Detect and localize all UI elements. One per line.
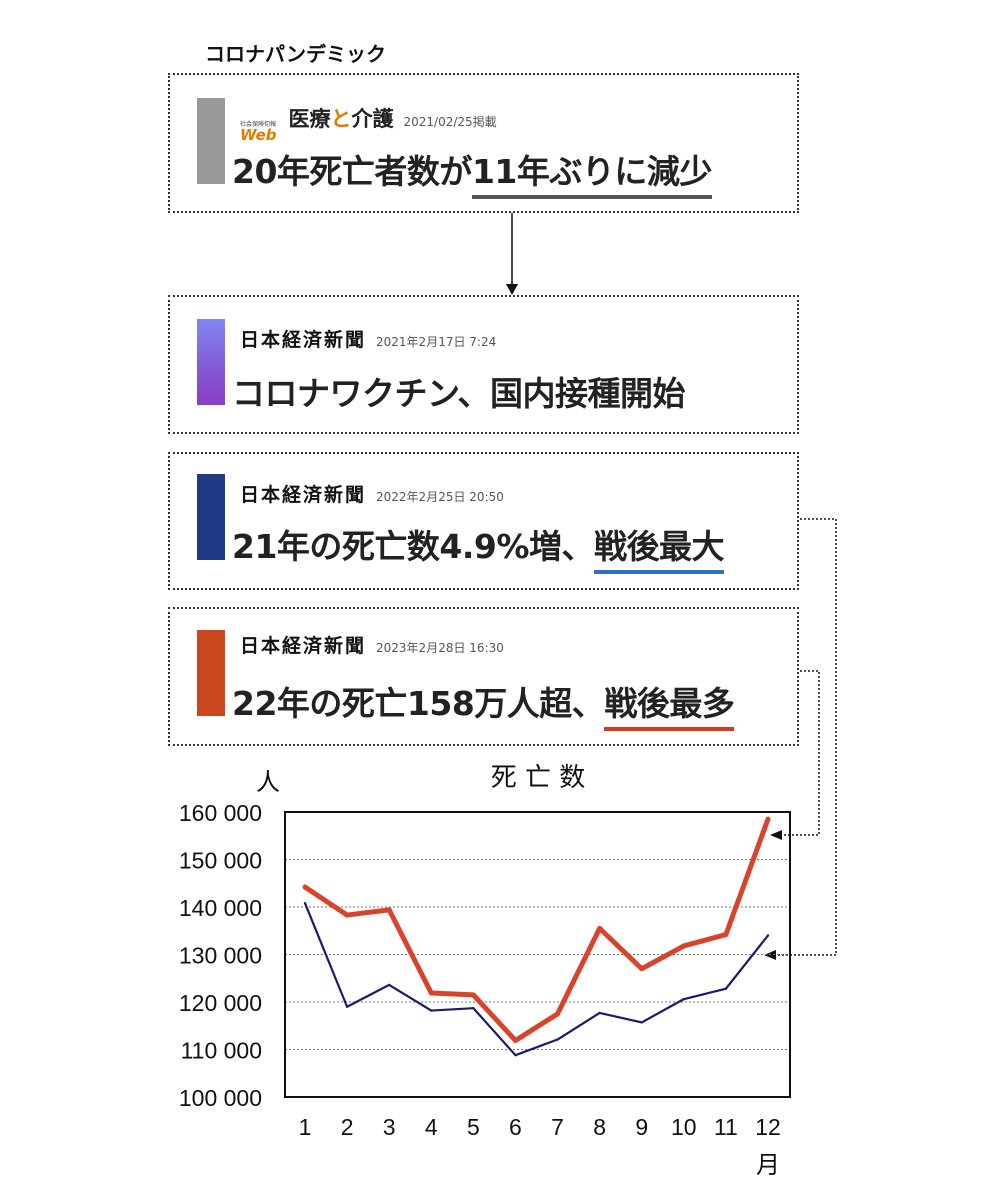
- x-tick-label: 6: [509, 1114, 522, 1140]
- x-tick-label: 2: [341, 1114, 354, 1140]
- data-point: [344, 912, 350, 918]
- card-date-4: 2023年2月28日 16:30: [376, 641, 504, 655]
- data-point: [597, 925, 603, 931]
- data-point: [766, 934, 770, 937]
- series-line-1: [303, 902, 769, 1057]
- data-point: [598, 1011, 601, 1015]
- data-point: [555, 1011, 561, 1017]
- plot-area: [284, 811, 791, 1098]
- headline-highlight-4: 戦後最多: [604, 684, 735, 731]
- series-line-2: [303, 818, 771, 1043]
- y-tick-label: 140 000: [179, 895, 262, 921]
- page-title: コロナパンデミック: [205, 42, 386, 66]
- data-point: [302, 884, 308, 890]
- x-tick-label: 9: [635, 1114, 648, 1140]
- color-bar-1: [197, 98, 225, 184]
- data-point: [765, 816, 771, 822]
- news-card-1[interactable]: 社会保険旬報 Web 医療と介護 2021/02/25掲載 20年死亡者数が11…: [168, 73, 799, 213]
- color-bar-4: [197, 630, 225, 716]
- x-tick-label: 3: [383, 1114, 396, 1140]
- data-point: [514, 1054, 517, 1057]
- headline-4: 22年の死亡158万人超、戦後最多: [232, 677, 735, 731]
- data-point: [470, 992, 476, 998]
- color-bar-3: [197, 474, 225, 560]
- y-tick-label: 150 000: [179, 848, 262, 874]
- data-point: [724, 987, 728, 990]
- source-line-1: 社会保険旬報 Web 医療と介護 2021/02/25掲載: [240, 103, 497, 143]
- data-point: [639, 966, 645, 972]
- source-logo-1: 医療と介護: [288, 106, 394, 131]
- news-card-4[interactable]: 日本経済新聞 2023年2月28日 16:30 22年の死亡158万人超、戦後最…: [168, 607, 799, 746]
- data-point: [723, 932, 729, 938]
- source-line-4: 日本経済新聞 2023年2月28日 16:30: [240, 631, 504, 658]
- x-tick-label: 12: [755, 1114, 781, 1140]
- y-tick-label: 120 000: [179, 990, 262, 1016]
- source-line-3: 日本経済新聞 2022年2月25日 20:50: [240, 480, 504, 507]
- source-logo-4: 日本経済新聞: [240, 635, 367, 657]
- news-card-3[interactable]: 日本経済新聞 2022年2月25日 20:50 21年の死亡数4.9%増、戦後最…: [168, 452, 799, 590]
- web-logo-tag: 社会保険旬報 Web: [240, 121, 277, 144]
- x-tick-label: 7: [551, 1114, 564, 1140]
- x-tick-label: 11: [714, 1114, 738, 1140]
- source-logo-3: 日本経済新聞: [240, 484, 367, 506]
- data-point: [556, 1038, 559, 1041]
- source-line-2: 日本経済新聞 2021年2月17日 7:24: [240, 325, 496, 352]
- data-point: [387, 983, 391, 987]
- data-point: [386, 907, 392, 913]
- x-tick-label: 4: [425, 1114, 438, 1140]
- card-date-1: 2021/02/25掲載: [403, 115, 497, 129]
- news-card-2[interactable]: 日本経済新聞 2021年2月17日 7:24 コロナワクチン、国内接種開始: [168, 295, 799, 434]
- data-point: [303, 902, 307, 905]
- data-point: [428, 990, 434, 996]
- x-axis-label: 月: [756, 1151, 780, 1179]
- data-point: [472, 1006, 475, 1010]
- source-logo-2: 日本経済新聞: [240, 329, 367, 351]
- x-tick-label: 5: [467, 1114, 480, 1140]
- card-date-2: 2021年2月17日 7:24: [376, 335, 497, 349]
- headline-2: コロナワクチン、国内接種開始: [232, 374, 686, 413]
- data-point: [345, 1005, 349, 1008]
- y-axis-label: 人: [256, 768, 280, 796]
- data-point: [640, 1021, 643, 1024]
- chart-title: 死 亡 数: [491, 763, 586, 793]
- x-tick-label: 10: [671, 1114, 697, 1140]
- y-tick-label: 110 000: [181, 1038, 262, 1064]
- data-point: [682, 997, 686, 1001]
- data-point: [430, 1009, 433, 1012]
- y-tick-label: 130 000: [179, 943, 262, 969]
- y-tick-label: 160 000: [179, 800, 262, 826]
- color-bar-2: [197, 319, 225, 405]
- data-point: [681, 943, 687, 949]
- headline-highlight-3: 戦後最大: [593, 527, 724, 574]
- x-tick-label: 8: [593, 1114, 606, 1140]
- headline-highlight-1: 11年ぶりに減少: [471, 152, 712, 199]
- headline-3: 21年の死亡数4.9%増、戦後最大: [232, 520, 724, 574]
- card-date-3: 2022年2月25日 20:50: [376, 490, 504, 504]
- y-tick-label: 100 000: [179, 1085, 262, 1111]
- data-point: [512, 1037, 518, 1043]
- headline-1: 20年死亡者数が11年ぶりに減少: [232, 145, 712, 199]
- x-tick-label: 1: [299, 1114, 312, 1140]
